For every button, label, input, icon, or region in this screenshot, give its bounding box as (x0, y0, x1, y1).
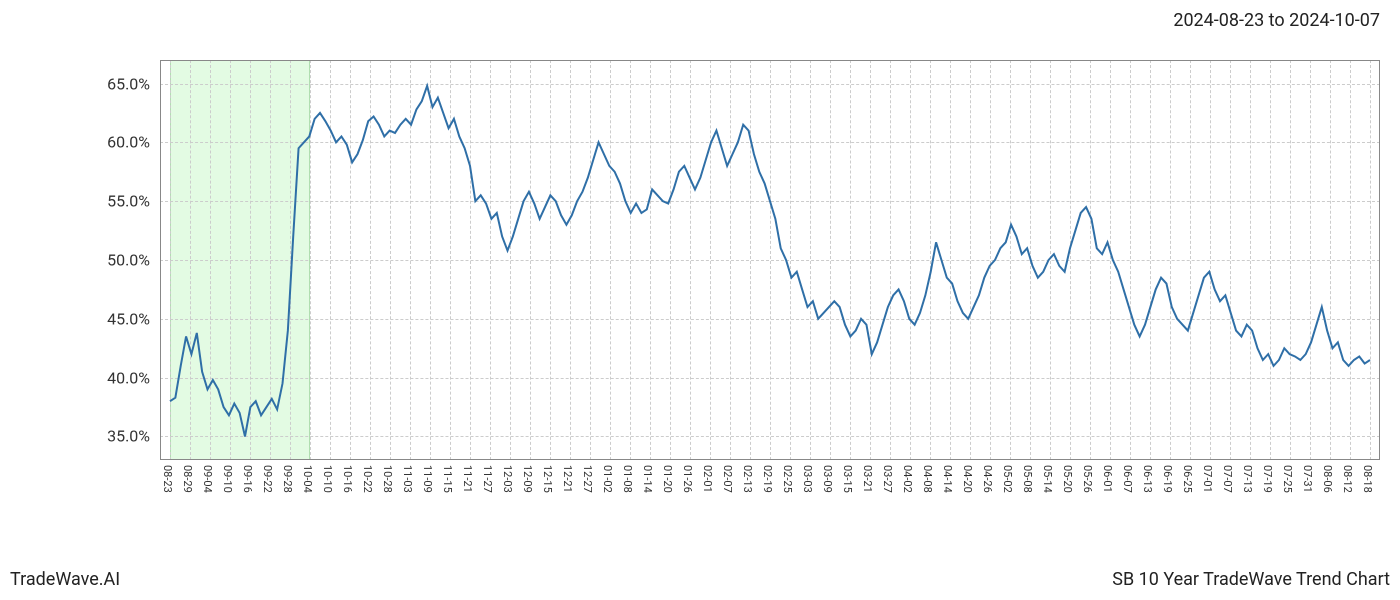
x-tick-label: 08-06 (1321, 465, 1334, 493)
x-tick-label: 01-14 (641, 465, 654, 493)
x-tick-label: 05-08 (1021, 465, 1034, 493)
x-tick-label: 05-14 (1041, 465, 1054, 493)
x-tick-label: 07-07 (1221, 465, 1234, 493)
x-tick-label: 12-27 (581, 465, 594, 493)
x-tick-label: 12-21 (561, 465, 574, 493)
x-tick-label: 06-07 (1121, 465, 1134, 493)
x-tick-label: 08-12 (1341, 465, 1354, 493)
x-tick-label: 02-07 (721, 465, 734, 493)
x-tick-label: 09-04 (201, 465, 214, 493)
x-tick-label: 09-22 (261, 465, 274, 493)
x-tick-label: 07-01 (1201, 465, 1214, 493)
x-tick-label: 09-10 (221, 465, 234, 493)
x-tick-label: 06-25 (1181, 465, 1194, 493)
x-tick-label: 11-15 (441, 465, 454, 493)
x-tick-label: 04-02 (901, 465, 914, 493)
x-tick-label: 03-03 (801, 465, 814, 493)
y-tick-label: 65.0% (10, 74, 150, 93)
x-tick-label: 10-04 (301, 465, 314, 493)
x-tick-label: 09-28 (281, 465, 294, 493)
x-tick-label: 10-10 (321, 465, 334, 493)
x-tick-label: 02-25 (781, 465, 794, 493)
x-tick-label: 05-20 (1061, 465, 1074, 493)
x-tick-label: 06-19 (1161, 465, 1174, 493)
footer-brand: TradeWave.AI (10, 569, 120, 590)
x-tick-label: 10-22 (361, 465, 374, 493)
x-tick-label: 09-16 (241, 465, 254, 493)
axes-border (160, 60, 1380, 460)
x-tick-label: 06-13 (1141, 465, 1154, 493)
x-tick-label: 04-08 (921, 465, 934, 493)
x-tick-label: 12-09 (521, 465, 534, 493)
x-tick-label: 06-01 (1101, 465, 1114, 493)
x-tick-label: 04-26 (981, 465, 994, 493)
x-tick-label: 07-13 (1241, 465, 1254, 493)
x-tick-label: 03-09 (821, 465, 834, 493)
x-tick-label: 01-20 (661, 465, 674, 493)
x-tick-label: 08-23 (161, 465, 174, 493)
x-tick-label: 04-14 (941, 465, 954, 493)
x-tick-label: 10-16 (341, 465, 354, 493)
x-tick-label: 03-21 (861, 465, 874, 493)
y-tick-label: 40.0% (10, 368, 150, 387)
date-range-label: 2024-08-23 to 2024-10-07 (1173, 10, 1380, 31)
x-tick-label: 12-15 (541, 465, 554, 493)
x-tick-label: 11-21 (461, 465, 474, 493)
y-tick-label: 45.0% (10, 309, 150, 328)
x-tick-label: 07-19 (1261, 465, 1274, 493)
x-tick-label: 01-02 (601, 465, 614, 493)
footer-chart-title: SB 10 Year TradeWave Trend Chart (1112, 569, 1390, 590)
x-tick-label: 07-25 (1281, 465, 1294, 493)
x-tick-label: 03-27 (881, 465, 894, 493)
x-tick-label: 07-31 (1301, 465, 1314, 493)
x-tick-label: 02-19 (761, 465, 774, 493)
x-tick-label: 10-28 (381, 465, 394, 493)
y-tick-label: 55.0% (10, 192, 150, 211)
x-tick-label: 05-02 (1001, 465, 1014, 493)
x-tick-label: 05-26 (1081, 465, 1094, 493)
y-tick-label: 60.0% (10, 133, 150, 152)
x-tick-label: 11-09 (421, 465, 434, 493)
x-tick-label: 08-18 (1361, 465, 1374, 493)
x-tick-label: 11-27 (481, 465, 494, 493)
x-tick-label: 01-08 (621, 465, 634, 493)
x-tick-label: 04-20 (961, 465, 974, 493)
y-tick-label: 35.0% (10, 427, 150, 446)
x-tick-label: 01-26 (681, 465, 694, 493)
x-tick-label: 11-03 (401, 465, 414, 493)
x-tick-label: 02-13 (741, 465, 754, 493)
x-tick-label: 02-01 (701, 465, 714, 493)
chart-area: 35.0%40.0%45.0%50.0%55.0%60.0%65.0% 08-2… (160, 60, 1380, 500)
plot-area (160, 60, 1380, 460)
y-tick-label: 50.0% (10, 251, 150, 270)
x-tick-label: 08-29 (181, 465, 194, 493)
x-tick-label: 03-15 (841, 465, 854, 493)
x-tick-label: 12-03 (501, 465, 514, 493)
